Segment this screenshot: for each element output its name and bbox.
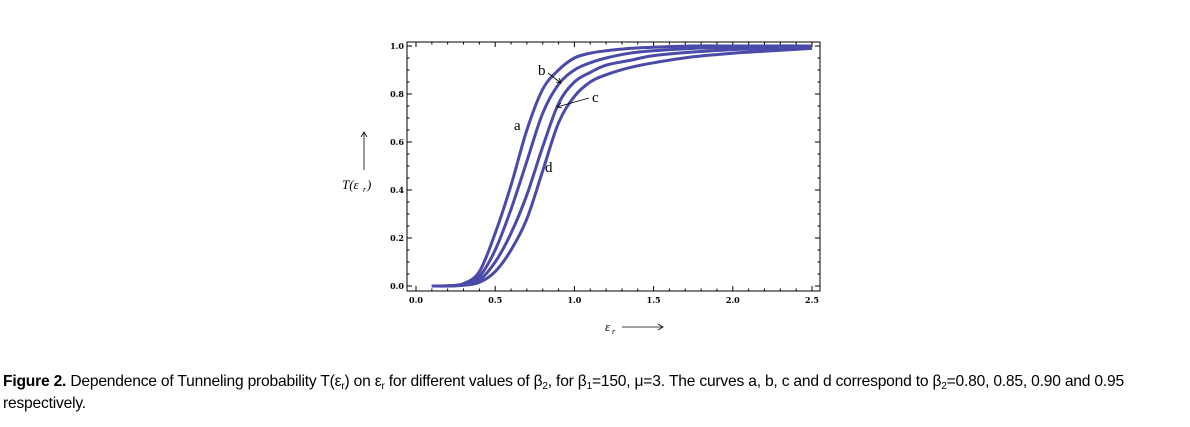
axis-ticks: 0.0 0.5 1.0 1.5 2.0 2.5 0.0 0.2 0.4 0.6 0.8 1.0	[390, 41, 820, 305]
figure-caption: Figure 2. Dependence of Tunneling probab…	[3, 371, 1188, 415]
x-tick-label: 1.5	[647, 295, 661, 305]
caption-sub: 1	[586, 381, 593, 392]
up-arrow-icon	[360, 131, 368, 170]
caption-text: for different values of β	[384, 373, 543, 390]
curve-d	[431, 46, 813, 288]
svg-text:r: r	[612, 327, 616, 336]
arrow-c	[556, 97, 590, 109]
caption-text: , for β	[547, 373, 587, 390]
curve-annotations: a b c d	[514, 63, 599, 176]
caption-label: Figure 2.	[3, 373, 67, 390]
caption-text: =0.80, 0.85, 0.90 and 0.95 respectively.	[3, 373, 1124, 412]
caption-sub: 2	[542, 381, 548, 392]
y-tick-label: 0.8	[390, 89, 404, 99]
label-c: c	[592, 90, 599, 106]
x-axis-label: ε r	[605, 319, 664, 336]
x-tick-label: 0.0	[409, 295, 423, 305]
x-tick-label: 2.0	[726, 295, 740, 305]
plot-frame	[406, 41, 821, 292]
caption-sub: r	[381, 381, 385, 392]
label-a: a	[514, 118, 521, 134]
caption-sub: 2	[941, 381, 947, 392]
y-tick-label: 0.6	[390, 137, 404, 147]
right-arrow-icon	[622, 323, 664, 331]
y-tick-label: 0.0	[390, 281, 404, 291]
svg-text:ε: ε	[605, 319, 611, 334]
svg-text:r: r	[363, 185, 367, 194]
x-tick-label: 2.5	[805, 295, 819, 305]
curve-b	[431, 44, 813, 288]
svg-text:T(ε: T(ε	[342, 177, 360, 192]
curve-c	[431, 45, 813, 288]
caption-text: =150, μ=3. The curves a, b, c and d corr…	[591, 373, 942, 390]
caption-text: Dependence of Tunneling probability T(ε	[66, 373, 342, 390]
curve-a	[431, 44, 812, 288]
y-tick-label: 0.2	[390, 233, 404, 243]
curves	[431, 44, 813, 288]
label-b: b	[538, 63, 546, 79]
arrow-b	[547, 72, 562, 84]
caption-sub: r	[341, 381, 345, 392]
y-axis-label: T(ε r )	[342, 131, 371, 194]
x-tick-label: 1.0	[567, 295, 581, 305]
caption-text: ) on ε	[344, 373, 382, 390]
x-tick-label: 0.5	[488, 295, 502, 305]
y-tick-label: 1.0	[390, 41, 404, 51]
svg-text:): )	[366, 177, 371, 192]
label-d: d	[545, 160, 553, 176]
y-tick-label: 0.4	[390, 185, 404, 195]
